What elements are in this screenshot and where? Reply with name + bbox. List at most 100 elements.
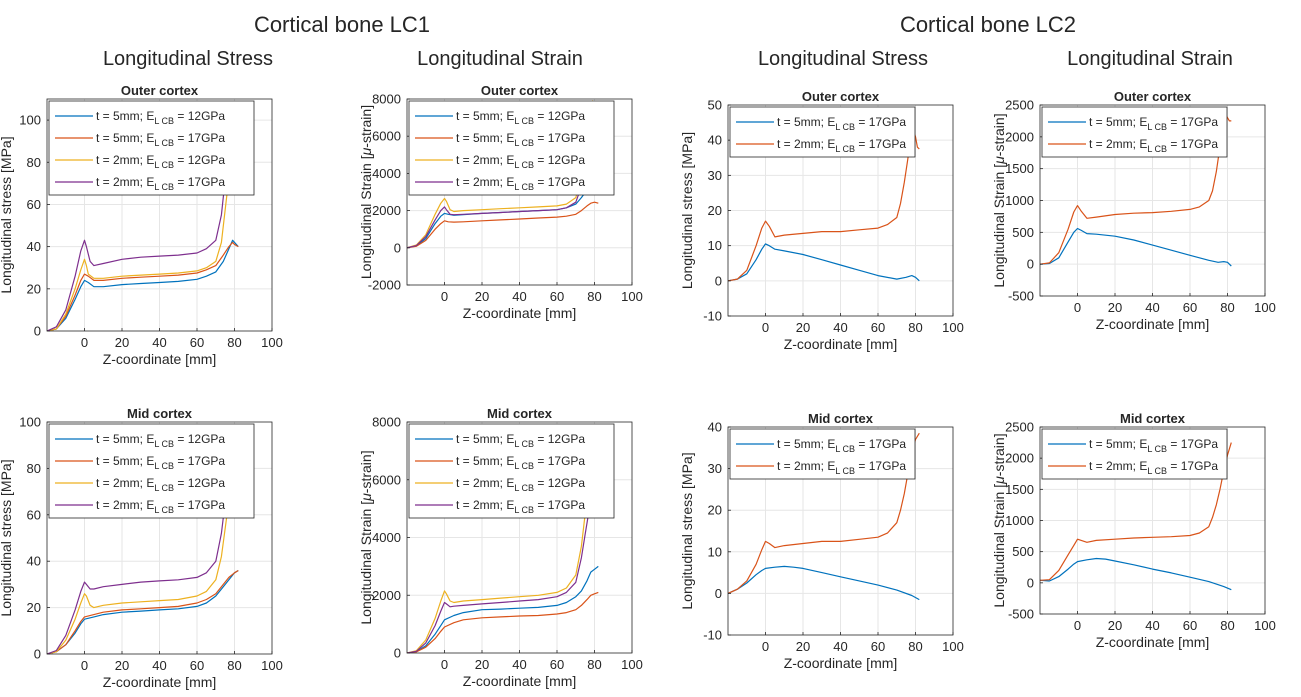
legend-entry-3: t = 2mm; EL CB = 17GPa (96, 175, 225, 192)
y-tick-label-3: 20 (708, 203, 722, 218)
legend-entry-sub: L CB (514, 182, 534, 192)
legend-entry-sub: L CB (154, 483, 174, 493)
y-tick-label-2: 500 (1012, 544, 1034, 559)
legend-entry-tail: = 17GPa (1167, 115, 1218, 129)
chart-title: Mid cortex (487, 406, 553, 421)
x-axis-label: Z-coordinate [mm] (103, 351, 217, 367)
y-axis-label-mu: μ (358, 493, 374, 502)
legend-entry-tail: = 17GPa (1167, 459, 1218, 473)
series-line-1 (728, 432, 920, 594)
y-tick-label-0: -2000 (368, 278, 401, 293)
legend-entry-0: t = 5mm; EL CB = 17GPa (1089, 437, 1218, 454)
legend-entry-0: t = 5mm; EL CB = 12GPa (456, 109, 585, 126)
x-tick-label-0: 0 (1074, 618, 1081, 633)
legend-entry-sub: L CB (514, 461, 534, 471)
y-axis-label: Longitudinal stress [MPa] (0, 459, 14, 616)
legend-entry-2: t = 2mm; EL CB = 12GPa (456, 476, 585, 493)
series-line-1 (47, 241, 239, 331)
y-tick-label-0: 0 (394, 646, 401, 661)
y-tick-label-4: 6000 (372, 129, 401, 144)
x-tick-label-5: 100 (621, 289, 643, 304)
legend-box (408, 423, 615, 519)
y-tick-label-2: 40 (27, 239, 41, 254)
x-axis-label: Z-coordinate [mm] (784, 336, 898, 352)
legend-entry-name: t = 2mm; E (456, 476, 514, 490)
x-tick-label-5: 100 (1254, 618, 1276, 633)
x-tick-label-4: 80 (587, 657, 601, 672)
legend-entry-sub: L CB (1147, 466, 1167, 476)
legend-entry-name: t = 2mm; E (456, 175, 514, 189)
y-tick-label-2: 4000 (372, 530, 401, 545)
x-tick-label-0: 0 (1074, 300, 1081, 315)
legend-entry-tail: = 17GPa (534, 454, 585, 468)
series-line-1 (407, 591, 599, 653)
y-tick-label-0: 0 (34, 324, 41, 339)
legend-entry-tail: = 17GPa (855, 437, 906, 451)
group-title-lc1: Cortical bone LC1 (254, 12, 430, 37)
x-tick-label-4: 80 (908, 639, 922, 654)
legend-entry-2: t = 2mm; EL CB = 12GPa (96, 476, 225, 493)
x-tick-label-4: 80 (908, 320, 922, 335)
chart-title: Outer cortex (481, 83, 559, 98)
y-tick-label-0: 0 (34, 647, 41, 662)
y-tick-label-4: 80 (27, 461, 41, 476)
legend-entry-name: t = 5mm; E (96, 109, 154, 123)
legend-entry-tail: = 17GPa (534, 498, 585, 512)
x-axis-label: Z-coordinate [mm] (1096, 316, 1210, 332)
y-tick-label-5: 2000 (1005, 451, 1034, 466)
legend-entry-name: t = 2mm; E (777, 459, 835, 473)
legend-entry-1: t = 5mm; EL CB = 17GPa (456, 454, 585, 471)
legend-entry-tail: = 12GPa (534, 432, 585, 446)
y-axis-label: Longitudinal Strain [μ-strain] (991, 433, 1007, 607)
legend-entry-0: t = 5mm; EL CB = 17GPa (777, 115, 906, 132)
legend-entry-sub: L CB (154, 182, 174, 192)
legend-entry-name: t = 2mm; E (96, 476, 154, 490)
y-axis-label: Longitudinal Strain [μ-strain] (358, 105, 374, 279)
y-tick-label-0: -10 (703, 309, 722, 324)
legend-box (48, 100, 255, 196)
y-tick-label-1: 20 (27, 600, 41, 615)
y-tick-label-5: 8000 (372, 92, 401, 107)
legend-entry-name: t = 2mm; E (96, 153, 154, 167)
x-tick-label-1: 20 (796, 639, 810, 654)
legend-entry-sub: L CB (1147, 444, 1167, 454)
x-tick-label-2: 40 (833, 639, 847, 654)
legend-entry-0: t = 5mm; EL CB = 17GPa (777, 437, 906, 454)
legend-entry-1: t = 2mm; EL CB = 17GPa (1089, 137, 1218, 154)
chart-7: 0 20 40 60 80 100 -500 0 500 1000 1500 2000 2500 Mid … (991, 411, 1276, 650)
legend-entry-1: t = 2mm; EL CB = 17GPa (1089, 459, 1218, 476)
legend-entry-sub: L CB (514, 483, 534, 493)
legend-entry-name: t = 5mm; E (96, 131, 154, 145)
chart-title: Outer cortex (1114, 89, 1192, 104)
chart-title: Mid cortex (127, 406, 193, 421)
legend-entry-sub: L CB (514, 160, 534, 170)
series-line-0 (47, 239, 239, 331)
x-tick-label-0: 0 (81, 658, 88, 673)
y-tick-label-1: 2000 (372, 588, 401, 603)
x-axis-label: Z-coordinate [mm] (784, 655, 898, 671)
y-tick-label-1: 0 (715, 586, 722, 601)
legend-entry-name: t = 5mm; E (456, 432, 514, 446)
x-tick-label-3: 60 (1183, 300, 1197, 315)
legend-entry-tail: = 17GPa (1167, 437, 1218, 451)
legend-entry-sub: L CB (154, 138, 174, 148)
y-axis-label: Longitudinal Strain [μ-strain] (358, 450, 374, 624)
x-tick-label-1: 20 (475, 289, 489, 304)
legend-entry-1: t = 2mm; EL CB = 17GPa (777, 137, 906, 154)
chart-5: 0 20 40 60 80 100 0 2000 4000 6000 8000 Mid cortex Z… (358, 406, 643, 689)
legend-entry-sub: L CB (1147, 144, 1167, 154)
x-tick-label-0: 0 (81, 335, 88, 350)
y-tick-label-5: 2000 (1005, 129, 1034, 144)
x-tick-label-0: 0 (441, 289, 448, 304)
x-tick-label-3: 60 (190, 658, 204, 673)
legend-entry-sub: L CB (835, 466, 855, 476)
y-tick-label-4: 30 (708, 461, 722, 476)
chart-title: Outer cortex (802, 89, 880, 104)
legend-entry-tail: = 12GPa (534, 153, 585, 167)
y-tick-label-2: 40 (27, 554, 41, 569)
x-axis-label: Z-coordinate [mm] (463, 673, 577, 689)
x-tick-label-1: 20 (1108, 300, 1122, 315)
legend-entry-name: t = 5mm; E (96, 432, 154, 446)
legend-entry-sub: L CB (514, 116, 534, 126)
chart-6: 0 20 40 60 80 100 -10 0 10 20 30 40 Mid cortex Z-coor… (679, 411, 964, 671)
